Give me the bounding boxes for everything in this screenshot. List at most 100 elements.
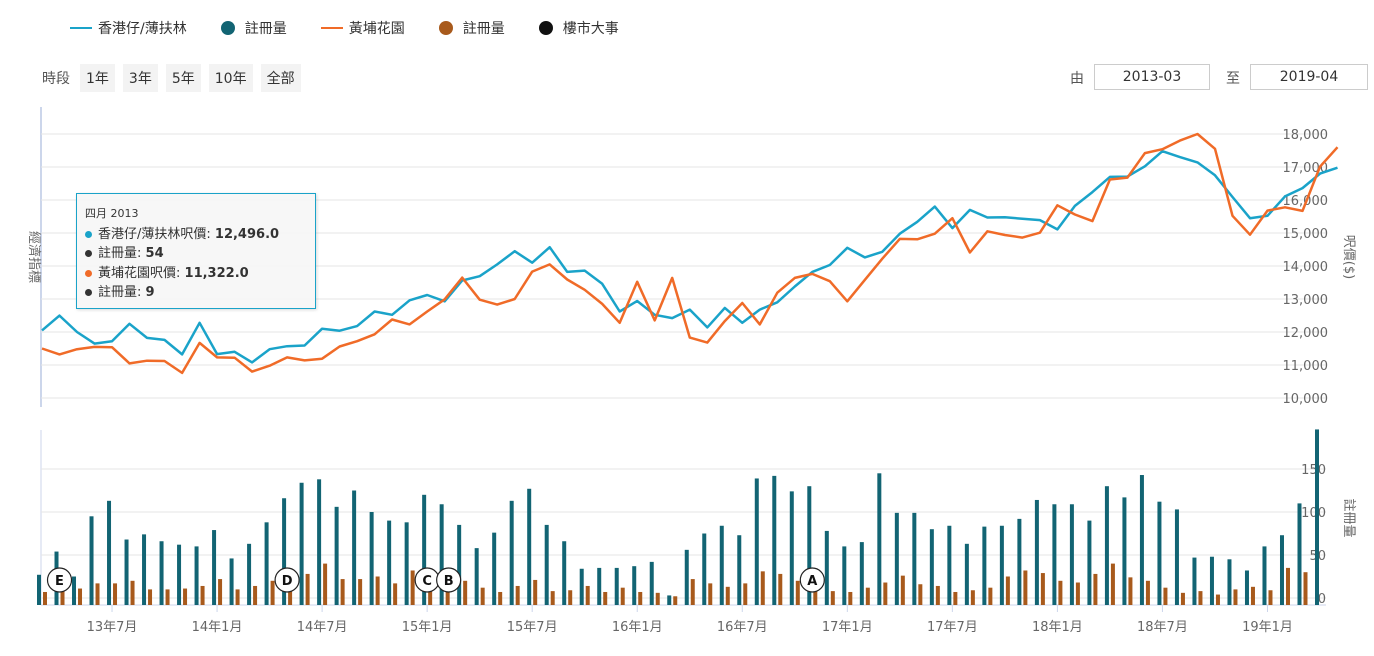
event-marker[interactable]: [46, 567, 73, 593]
volume-bar[interactable]: [830, 591, 835, 605]
volume-bar[interactable]: [247, 543, 252, 605]
volume-bar[interactable]: [1005, 576, 1010, 606]
volume-bar[interactable]: [253, 585, 258, 605]
volume-bar[interactable]: [428, 581, 433, 605]
volume-bar[interactable]: [1244, 570, 1249, 605]
volume-bar[interactable]: [883, 582, 888, 605]
volume-bar[interactable]: [78, 588, 83, 605]
volume-bar[interactable]: [597, 567, 602, 605]
volume-bar[interactable]: [212, 530, 217, 605]
volume-bar[interactable]: [1058, 580, 1063, 605]
volume-bar[interactable]: [124, 539, 129, 605]
volume-bar[interactable]: [1145, 580, 1150, 605]
volume-bar[interactable]: [194, 546, 199, 605]
volume-bar[interactable]: [999, 525, 1004, 605]
volume-bar[interactable]: [165, 589, 170, 605]
volume-bar[interactable]: [1209, 556, 1214, 605]
volume-bar[interactable]: [474, 548, 479, 605]
volume-bar[interactable]: [673, 596, 678, 605]
volume-bar[interactable]: [988, 587, 993, 605]
volume-bar[interactable]: [229, 558, 234, 605]
volume-bar[interactable]: [410, 570, 415, 605]
volume-bar[interactable]: [37, 574, 41, 605]
volume-bar[interactable]: [439, 504, 444, 605]
volume-bar[interactable]: [638, 591, 643, 605]
volume-bar[interactable]: [142, 534, 147, 605]
volume-bar[interactable]: [1163, 587, 1168, 605]
volume-bar[interactable]: [579, 568, 584, 605]
volume-bar[interactable]: [789, 491, 794, 605]
event-marker[interactable]: [799, 567, 825, 593]
volume-bar[interactable]: [235, 589, 240, 605]
volume-bar[interactable]: [113, 583, 118, 605]
volume-bar[interactable]: [1297, 503, 1302, 605]
volume-bar[interactable]: [463, 580, 468, 605]
volume-bar[interactable]: [334, 506, 339, 605]
volume-bar[interactable]: [527, 488, 532, 605]
event-marker[interactable]: [274, 567, 300, 593]
volume-bar[interactable]: [708, 583, 713, 605]
volume-bar[interactable]: [1303, 572, 1308, 605]
volume-bar[interactable]: [859, 542, 864, 605]
volume-bar[interactable]: [509, 500, 514, 605]
volume-bar[interactable]: [107, 500, 112, 605]
range-button-3y[interactable]: 3年: [122, 64, 158, 92]
volume-bar[interactable]: [807, 486, 812, 605]
volume-bar[interactable]: [1087, 520, 1092, 605]
volume-bar[interactable]: [1180, 592, 1185, 605]
volume-bar[interactable]: [964, 543, 969, 605]
volume-bar[interactable]: [1075, 582, 1080, 605]
volume-bar[interactable]: [982, 526, 987, 605]
volume-bar[interactable]: [305, 573, 310, 605]
volume-bar[interactable]: [177, 544, 182, 605]
volume-bar[interactable]: [702, 533, 707, 606]
volume-bar[interactable]: [72, 576, 77, 606]
volume-bar[interactable]: [947, 525, 952, 605]
volume-bar[interactable]: [953, 591, 958, 605]
legend-item-line2[interactable]: 黃埔花園: [320, 18, 405, 38]
volume-bar[interactable]: [1122, 497, 1127, 605]
volume-bar[interactable]: [393, 583, 398, 605]
volume-bar[interactable]: [562, 541, 567, 605]
volume-bar[interactable]: [1093, 573, 1098, 605]
range-button-10y[interactable]: 10年: [208, 64, 253, 92]
event-marker[interactable]: [436, 567, 462, 593]
range-button-1y[interactable]: 1年: [80, 64, 115, 92]
volume-bar[interactable]: [842, 546, 847, 605]
legend-item-line1[interactable]: 香港仔/薄扶林: [70, 18, 187, 38]
volume-bar[interactable]: [422, 494, 427, 605]
volume-bar[interactable]: [1128, 577, 1133, 605]
volume-bar[interactable]: [894, 512, 899, 605]
volume-bar[interactable]: [1110, 563, 1115, 605]
volume-bar[interactable]: [1034, 499, 1039, 605]
volume-bar[interactable]: [603, 591, 608, 605]
volume-bar[interactable]: [690, 579, 695, 605]
volume-bar[interactable]: [492, 532, 497, 605]
volume-bar[interactable]: [1198, 591, 1203, 605]
volume-bar[interactable]: [1279, 535, 1284, 605]
volume-bar[interactable]: [1174, 509, 1179, 605]
to-date-input[interactable]: [1250, 64, 1368, 90]
volume-bar[interactable]: [935, 585, 940, 605]
volume-bar[interactable]: [515, 585, 520, 605]
volume-bar[interactable]: [772, 475, 777, 605]
volume-bar[interactable]: [1250, 586, 1255, 605]
volume-bar[interactable]: [1023, 570, 1028, 605]
volume-bar[interactable]: [684, 549, 689, 605]
volume-bar[interactable]: [1315, 429, 1319, 605]
volume-bar[interactable]: [183, 588, 188, 605]
from-date-input[interactable]: [1094, 64, 1210, 90]
volume-bar[interactable]: [632, 566, 637, 605]
price-line[interactable]: [41, 132, 1339, 375]
volume-bar[interactable]: [1017, 518, 1022, 605]
volume-bar[interactable]: [533, 579, 538, 605]
volume-bar[interactable]: [89, 516, 94, 605]
range-button-5y[interactable]: 5年: [165, 64, 201, 92]
volume-bar[interactable]: [375, 576, 380, 606]
volume-bar[interactable]: [1040, 573, 1045, 605]
volume-bar[interactable]: [218, 579, 223, 605]
volume-bar[interactable]: [912, 512, 917, 605]
volume-bar[interactable]: [649, 561, 654, 605]
volume-bar[interactable]: [369, 512, 374, 605]
price-line[interactable]: [41, 149, 1338, 364]
